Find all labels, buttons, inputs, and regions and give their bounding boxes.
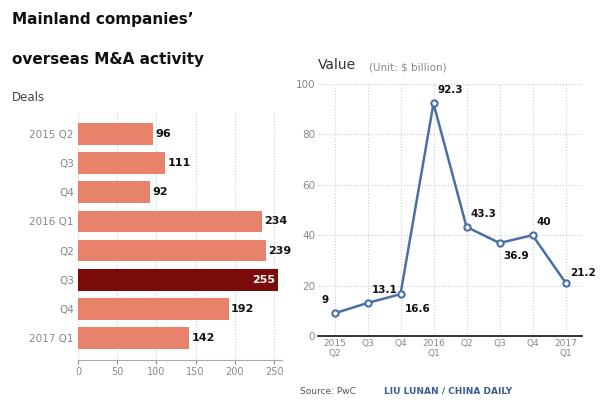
Bar — [78, 123, 154, 145]
Text: Value: Value — [318, 58, 356, 72]
Text: 255: 255 — [252, 275, 275, 285]
Text: Source: PwC: Source: PwC — [300, 387, 356, 396]
Text: 92.3: 92.3 — [437, 85, 463, 95]
Text: 40: 40 — [536, 217, 551, 227]
Text: 43.3: 43.3 — [470, 208, 497, 218]
Text: 21.2: 21.2 — [569, 268, 595, 278]
Bar — [78, 240, 266, 262]
Text: 142: 142 — [192, 333, 215, 343]
Bar — [78, 210, 262, 232]
Bar — [78, 152, 165, 174]
Text: (Unit: $ billion): (Unit: $ billion) — [369, 62, 446, 72]
Text: Deals: Deals — [12, 91, 45, 104]
Bar — [78, 298, 229, 320]
Text: 234: 234 — [264, 216, 287, 226]
Text: 111: 111 — [167, 158, 191, 168]
Text: 92: 92 — [152, 187, 168, 197]
Text: 192: 192 — [231, 304, 254, 314]
Bar — [78, 269, 278, 290]
Text: 13.1: 13.1 — [371, 285, 397, 295]
Text: 16.6: 16.6 — [404, 304, 430, 314]
Text: overseas M&A activity: overseas M&A activity — [12, 52, 204, 67]
Bar — [78, 182, 150, 203]
Text: 96: 96 — [155, 129, 172, 139]
Text: 9: 9 — [322, 295, 329, 305]
Text: 36.9: 36.9 — [503, 251, 529, 261]
Text: LIU LUNAN / CHINA DAILY: LIU LUNAN / CHINA DAILY — [384, 387, 512, 396]
Bar — [78, 327, 190, 349]
Text: 239: 239 — [268, 246, 291, 256]
Text: Mainland companies’: Mainland companies’ — [12, 12, 193, 27]
